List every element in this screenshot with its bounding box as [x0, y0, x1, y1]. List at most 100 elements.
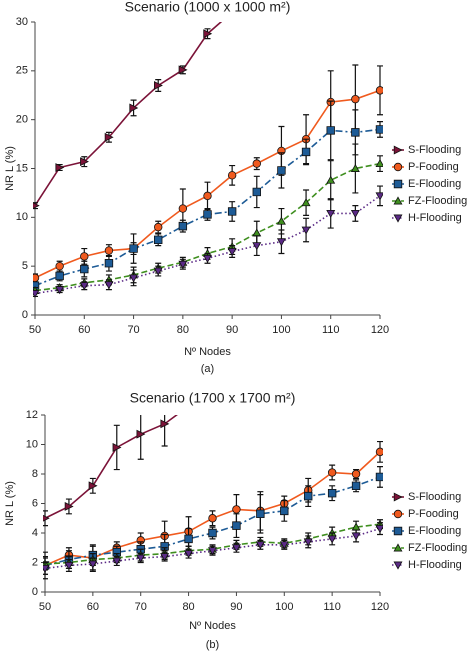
- chart: Scenario (1700 x 1700 m²) Nº Nodes (b) NR L…: [4, 390, 467, 651]
- y-tick-label: 20: [16, 114, 28, 126]
- marker: [178, 221, 188, 231]
- legend-marker: [393, 526, 403, 536]
- legend-label: H-Flooding: [408, 559, 462, 571]
- marker: [154, 81, 163, 90]
- marker: [375, 125, 383, 134]
- marker: [33, 273, 40, 283]
- y-tick-label: 5: [22, 260, 28, 272]
- x-tick-label: 60: [87, 601, 99, 613]
- marker: [55, 163, 65, 172]
- legend-label: FZ-Flooding: [408, 542, 467, 554]
- y-tick-label: 30: [16, 16, 28, 28]
- y-tick-label: 25: [16, 65, 28, 77]
- legend-label: S-Flooding: [408, 144, 461, 156]
- marker: [375, 472, 383, 482]
- legend-marker: [393, 214, 403, 223]
- marker: [232, 505, 241, 514]
- marker: [375, 447, 383, 457]
- y-tick-label: 2: [32, 556, 38, 568]
- marker: [184, 534, 193, 544]
- marker: [277, 166, 286, 175]
- y-axis-label: NR L (%): [4, 481, 16, 526]
- x-tick-label: 90: [230, 601, 242, 613]
- plot-area: [33, 22, 383, 299]
- y-tick-label: 12: [26, 409, 38, 421]
- y-tick-label: 6: [32, 497, 38, 509]
- marker: [129, 244, 138, 253]
- legend-label: P-Fooding: [408, 161, 459, 173]
- legend-marker: [393, 543, 403, 552]
- marker: [88, 560, 98, 569]
- marker: [252, 187, 261, 197]
- marker: [301, 198, 311, 207]
- marker: [178, 65, 188, 75]
- marker: [104, 132, 114, 142]
- marker: [351, 94, 360, 104]
- marker: [55, 261, 64, 271]
- marker: [280, 506, 289, 516]
- legend-marker: [393, 196, 403, 205]
- marker: [184, 550, 194, 559]
- marker: [375, 192, 383, 201]
- marker: [326, 175, 336, 184]
- marker: [375, 86, 383, 95]
- marker: [276, 216, 286, 225]
- x-tick-label: 90: [226, 324, 238, 336]
- y-tick-label: 10: [16, 211, 28, 223]
- marker: [64, 502, 74, 511]
- marker: [301, 226, 311, 235]
- chart-title: Scenario (1700 x 1700 m²): [130, 390, 296, 406]
- marker: [252, 159, 261, 168]
- marker: [112, 443, 122, 452]
- series-line: [34, 128, 381, 287]
- legend-marker: [393, 179, 403, 189]
- marker: [252, 228, 262, 237]
- legend-label: S-Flooding: [408, 491, 461, 503]
- marker: [375, 525, 383, 534]
- x-tick-label: 70: [135, 601, 147, 613]
- marker: [208, 547, 217, 556]
- marker: [255, 541, 265, 550]
- marker: [112, 557, 122, 566]
- marker: [304, 491, 313, 501]
- y-axis-label: NR L (%): [4, 146, 16, 191]
- marker: [350, 163, 360, 172]
- legend-label: P-Fooding: [408, 508, 459, 520]
- marker: [154, 222, 163, 232]
- marker: [232, 521, 241, 530]
- legend-marker: [393, 162, 403, 172]
- x-tick-label: 80: [182, 601, 194, 613]
- legend-label: H-Flooding: [408, 212, 462, 224]
- marker: [208, 514, 217, 523]
- x-tick-label: 120: [371, 601, 389, 613]
- caption: (a): [201, 363, 214, 375]
- marker: [154, 235, 163, 244]
- marker: [33, 290, 40, 299]
- marker: [326, 209, 336, 219]
- y-tick-label: 15: [16, 162, 28, 174]
- marker: [203, 29, 213, 39]
- x-tick-label: 70: [127, 324, 139, 336]
- legend-label: FZ-Flooding: [408, 195, 467, 207]
- marker: [227, 248, 237, 257]
- y-tick-label: 0: [22, 309, 28, 321]
- marker: [79, 282, 89, 291]
- legend-label: E-Flooding: [408, 525, 461, 537]
- y-tick-label: 8: [32, 468, 38, 480]
- marker: [301, 147, 311, 157]
- marker: [351, 128, 360, 137]
- marker: [80, 264, 89, 274]
- legend-marker: [393, 509, 403, 519]
- marker: [351, 481, 361, 490]
- marker: [252, 242, 262, 251]
- y-tick-label: 10: [26, 438, 38, 450]
- x-tick-label: 80: [177, 324, 189, 336]
- x-tick-label: 50: [29, 324, 41, 336]
- marker: [104, 259, 114, 268]
- marker: [136, 429, 146, 439]
- chart-title: Scenario (1000 x 1000 m²): [125, 0, 291, 15]
- marker: [208, 528, 217, 538]
- marker: [178, 260, 188, 269]
- marker: [136, 554, 146, 563]
- marker: [64, 562, 74, 571]
